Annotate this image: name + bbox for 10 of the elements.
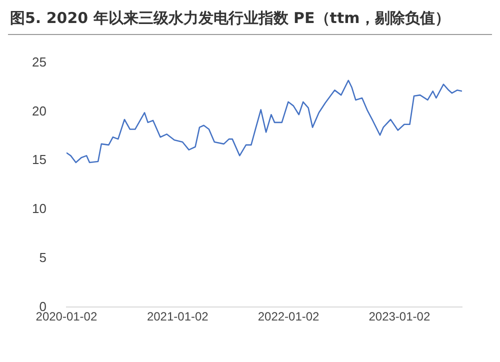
y-tick-label: 15 [32, 152, 46, 168]
x-tick-label: 2021-01-02 [146, 310, 209, 324]
y-tick-label: 5 [39, 250, 46, 265]
x-tick-label: 2022-01-02 [258, 310, 320, 324]
x-tick-label: 2020-01-02 [36, 310, 98, 324]
chart-title: 图5. 2020 年以来三级水力发电行业指数 PE（ttm，剔除负值） [8, 8, 492, 35]
y-tick-label: 25 [32, 54, 46, 70]
x-tick-label: 2023-01-02 [368, 310, 430, 324]
y-tick-label: 10 [32, 201, 46, 216]
y-tick-label: 20 [32, 103, 46, 118]
